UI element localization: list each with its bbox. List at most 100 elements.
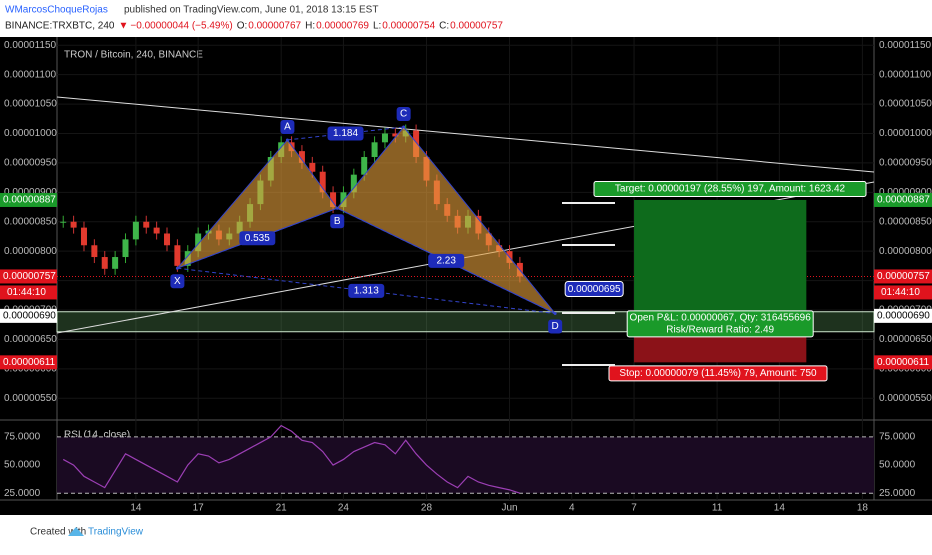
point-label: B	[334, 216, 341, 227]
header-text: BINANCE:TRXBTC, 240	[5, 21, 115, 32]
y-tick-label: 0.00001100	[879, 69, 932, 80]
rsi-tick-label: 75.0000	[4, 432, 41, 443]
price-marker-label: 0.00000611	[3, 357, 56, 368]
rsi-tick-label: 75.0000	[879, 432, 916, 443]
target-text-bg	[593, 180, 867, 197]
y-tick-label: 0.00000650	[879, 334, 932, 345]
point-label: A	[284, 122, 291, 133]
x-tick-label: 14	[130, 503, 142, 514]
price-marker-label: 0.00000690	[877, 311, 930, 322]
y-tick-label: 0.00000950	[4, 158, 57, 169]
header-text: O:	[237, 21, 248, 32]
x-tick-label: 7	[631, 503, 637, 514]
price-marker	[874, 355, 932, 370]
candle	[143, 221, 150, 228]
countdown: 01:44:10	[881, 287, 920, 298]
point-label-bg	[396, 107, 411, 122]
ratio-label: 2.23	[436, 255, 456, 266]
rsi-line	[62, 424, 521, 494]
rsi-band	[57, 436, 874, 494]
y-tick-label: 0.00000850	[879, 216, 932, 227]
x-tick-label: 18	[857, 503, 869, 514]
pattern-point	[553, 312, 557, 316]
logo	[68, 527, 84, 536]
point-label: C	[400, 109, 407, 120]
y-tick-label: 0.00000550	[879, 393, 932, 404]
pattern-point	[285, 138, 289, 142]
brand[interactable]: TradingView	[88, 527, 144, 538]
y-tick-label: 0.00000550	[4, 393, 57, 404]
candle	[340, 192, 347, 208]
y-tick-label: 0.00000950	[879, 158, 932, 169]
y-tick-label: 0.00001150	[879, 40, 932, 51]
rsi-tick-label: 50.0000	[879, 460, 916, 471]
legend: TRON / Bitcoin, 240, BINANCE	[64, 50, 203, 61]
x-tick-label: Jun	[501, 503, 517, 514]
candle	[298, 151, 305, 163]
candle	[80, 227, 87, 246]
target-text: Target: 0.00000197 (28.55%) 197, Amount:…	[615, 184, 846, 195]
x-tick-label: 17	[193, 503, 205, 514]
candle	[91, 245, 98, 258]
header-text: ▼	[118, 21, 128, 32]
candle	[381, 133, 388, 143]
y-tick-label: 0.00001100	[4, 69, 57, 80]
author[interactable]: WMarcosChoqueRojas	[5, 5, 108, 16]
price-marker	[874, 192, 932, 207]
x-tick-label: 24	[338, 503, 350, 514]
candle	[70, 221, 77, 228]
header-text: 0.00000754	[382, 21, 435, 32]
published: published on TradingView.com, June 01, 2…	[124, 5, 378, 16]
price-marker	[874, 308, 932, 323]
pattern-point	[335, 206, 339, 210]
candle	[132, 221, 139, 240]
open-text-2: Risk/Reward Ratio: 2.49	[666, 325, 774, 336]
candle	[101, 257, 108, 269]
y-tick-label: 0.00000800	[879, 246, 932, 257]
ratio-label: 0.535	[245, 233, 270, 244]
rsi-tick-label: 50.0000	[4, 460, 41, 471]
candle	[174, 245, 181, 266]
price-marker	[874, 269, 932, 284]
target-area	[634, 199, 807, 316]
d-price: 0.00000695	[568, 284, 621, 295]
symbol-line: BINANCE:TRXBTC, 240 ▼ −0.00000044 (−5.49%)…	[5, 21, 503, 32]
candle	[361, 157, 368, 175]
ratio-bg	[428, 253, 465, 268]
price-marker	[0, 192, 57, 207]
countdown: 01:44:10	[7, 287, 46, 298]
price-marker-label: 0.00000611	[877, 357, 930, 368]
y-tick-label: 0.00001000	[4, 128, 57, 139]
candle	[392, 133, 399, 137]
x-tick-label: 14	[774, 503, 786, 514]
candle	[122, 239, 129, 258]
price-marker-label: 0.00000887	[877, 195, 930, 206]
stop-text: Stop: 0.00000079 (11.45%) 79, Amount: 75…	[619, 368, 817, 379]
d-price-bg	[564, 281, 624, 298]
rsi-tick-label: 25.0000	[879, 488, 916, 499]
ratio-bg	[239, 231, 276, 246]
header-text: L:	[373, 21, 381, 32]
y-tick-label: 0.00001050	[879, 99, 932, 110]
open-text-bg	[626, 310, 814, 338]
candle	[60, 221, 67, 223]
price-marker-label: 0.00000887	[3, 195, 56, 206]
header-text: −0.00000044 (−5.49%)	[130, 21, 232, 32]
ratio-bg	[348, 283, 385, 298]
pattern-point	[402, 125, 406, 129]
y-tick-label: 0.00001150	[4, 40, 57, 51]
header-text: 0.00000769	[316, 21, 369, 32]
x-tick-label: 4	[569, 503, 575, 514]
header-text: 0.00000767	[248, 21, 301, 32]
x-tick-label: 11	[712, 503, 723, 514]
price-marker-label: 0.00000757	[877, 271, 930, 282]
price-marker	[0, 308, 57, 323]
ratio-label: 1.184	[333, 128, 358, 139]
header-text: H:	[305, 21, 315, 32]
candle	[153, 227, 160, 234]
rsi-tick-label: 25.0000	[4, 488, 41, 499]
candle	[164, 233, 171, 246]
header-text: C:	[439, 21, 449, 32]
pattern-point	[175, 266, 179, 270]
